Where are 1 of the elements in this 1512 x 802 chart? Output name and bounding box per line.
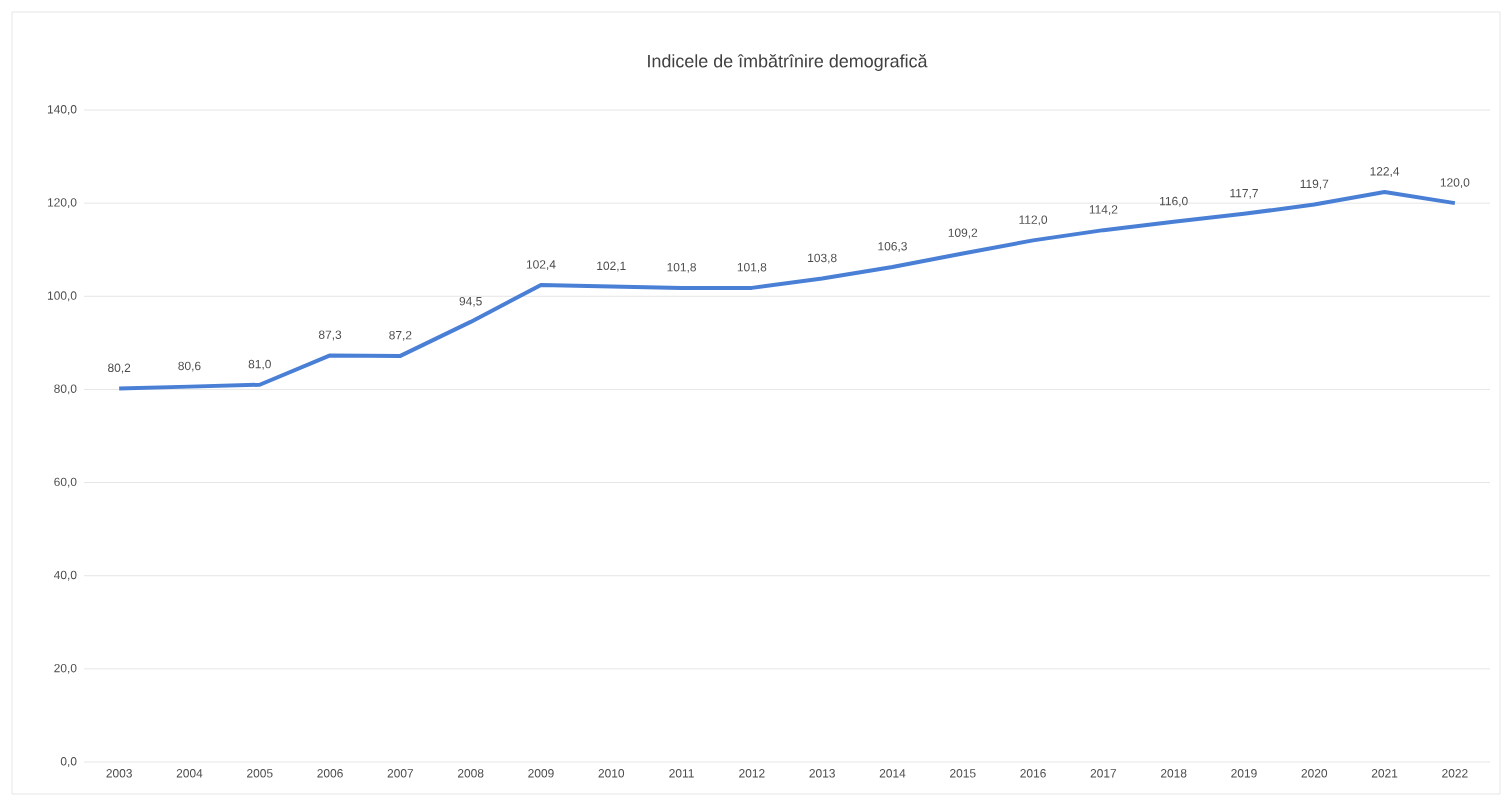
chart-title: Indicele de îmbătrînire demografică [648, 54, 928, 71]
